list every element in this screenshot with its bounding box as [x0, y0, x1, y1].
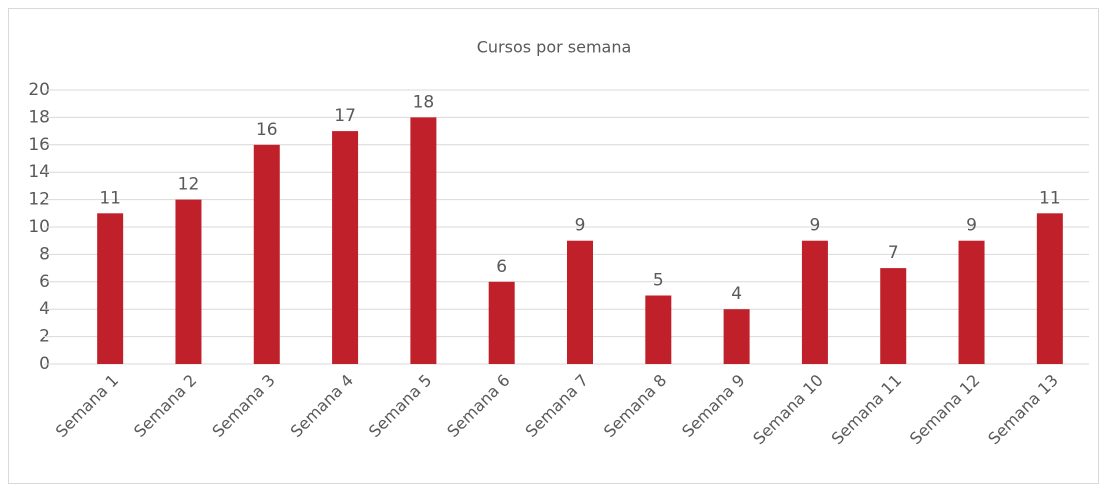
- bar: [723, 309, 750, 364]
- data-label: 9: [966, 216, 977, 236]
- y-tick-label: 12: [28, 190, 50, 210]
- y-tick-label: 18: [28, 107, 50, 127]
- data-label: 16: [256, 120, 278, 140]
- data-label: 11: [1039, 188, 1061, 208]
- data-label: 11: [99, 188, 121, 208]
- data-label: 18: [413, 92, 435, 112]
- data-label: 9: [810, 216, 821, 236]
- y-tick-label: 14: [28, 162, 50, 182]
- bar: [1036, 213, 1063, 364]
- data-label: 12: [178, 175, 200, 195]
- data-label: 4: [731, 284, 742, 304]
- y-tick-label: 10: [28, 217, 50, 237]
- bar: [253, 144, 280, 364]
- bar: [488, 281, 515, 364]
- chart-title: Cursos por semana: [477, 38, 632, 57]
- data-label: 6: [496, 257, 507, 277]
- bar: [958, 240, 985, 364]
- data-label: 5: [653, 271, 664, 291]
- y-tick-label: 16: [28, 135, 50, 155]
- bar: [332, 131, 359, 364]
- data-label: 17: [334, 106, 356, 126]
- bar: [801, 240, 828, 364]
- y-tick-label: 20: [28, 80, 50, 100]
- bar: [880, 268, 907, 364]
- data-label: 9: [575, 216, 586, 236]
- bar: [97, 213, 124, 364]
- data-label: 7: [888, 243, 899, 263]
- bar: [567, 240, 593, 364]
- bar: [410, 117, 437, 365]
- bar: [645, 295, 672, 364]
- bar: [175, 199, 202, 364]
